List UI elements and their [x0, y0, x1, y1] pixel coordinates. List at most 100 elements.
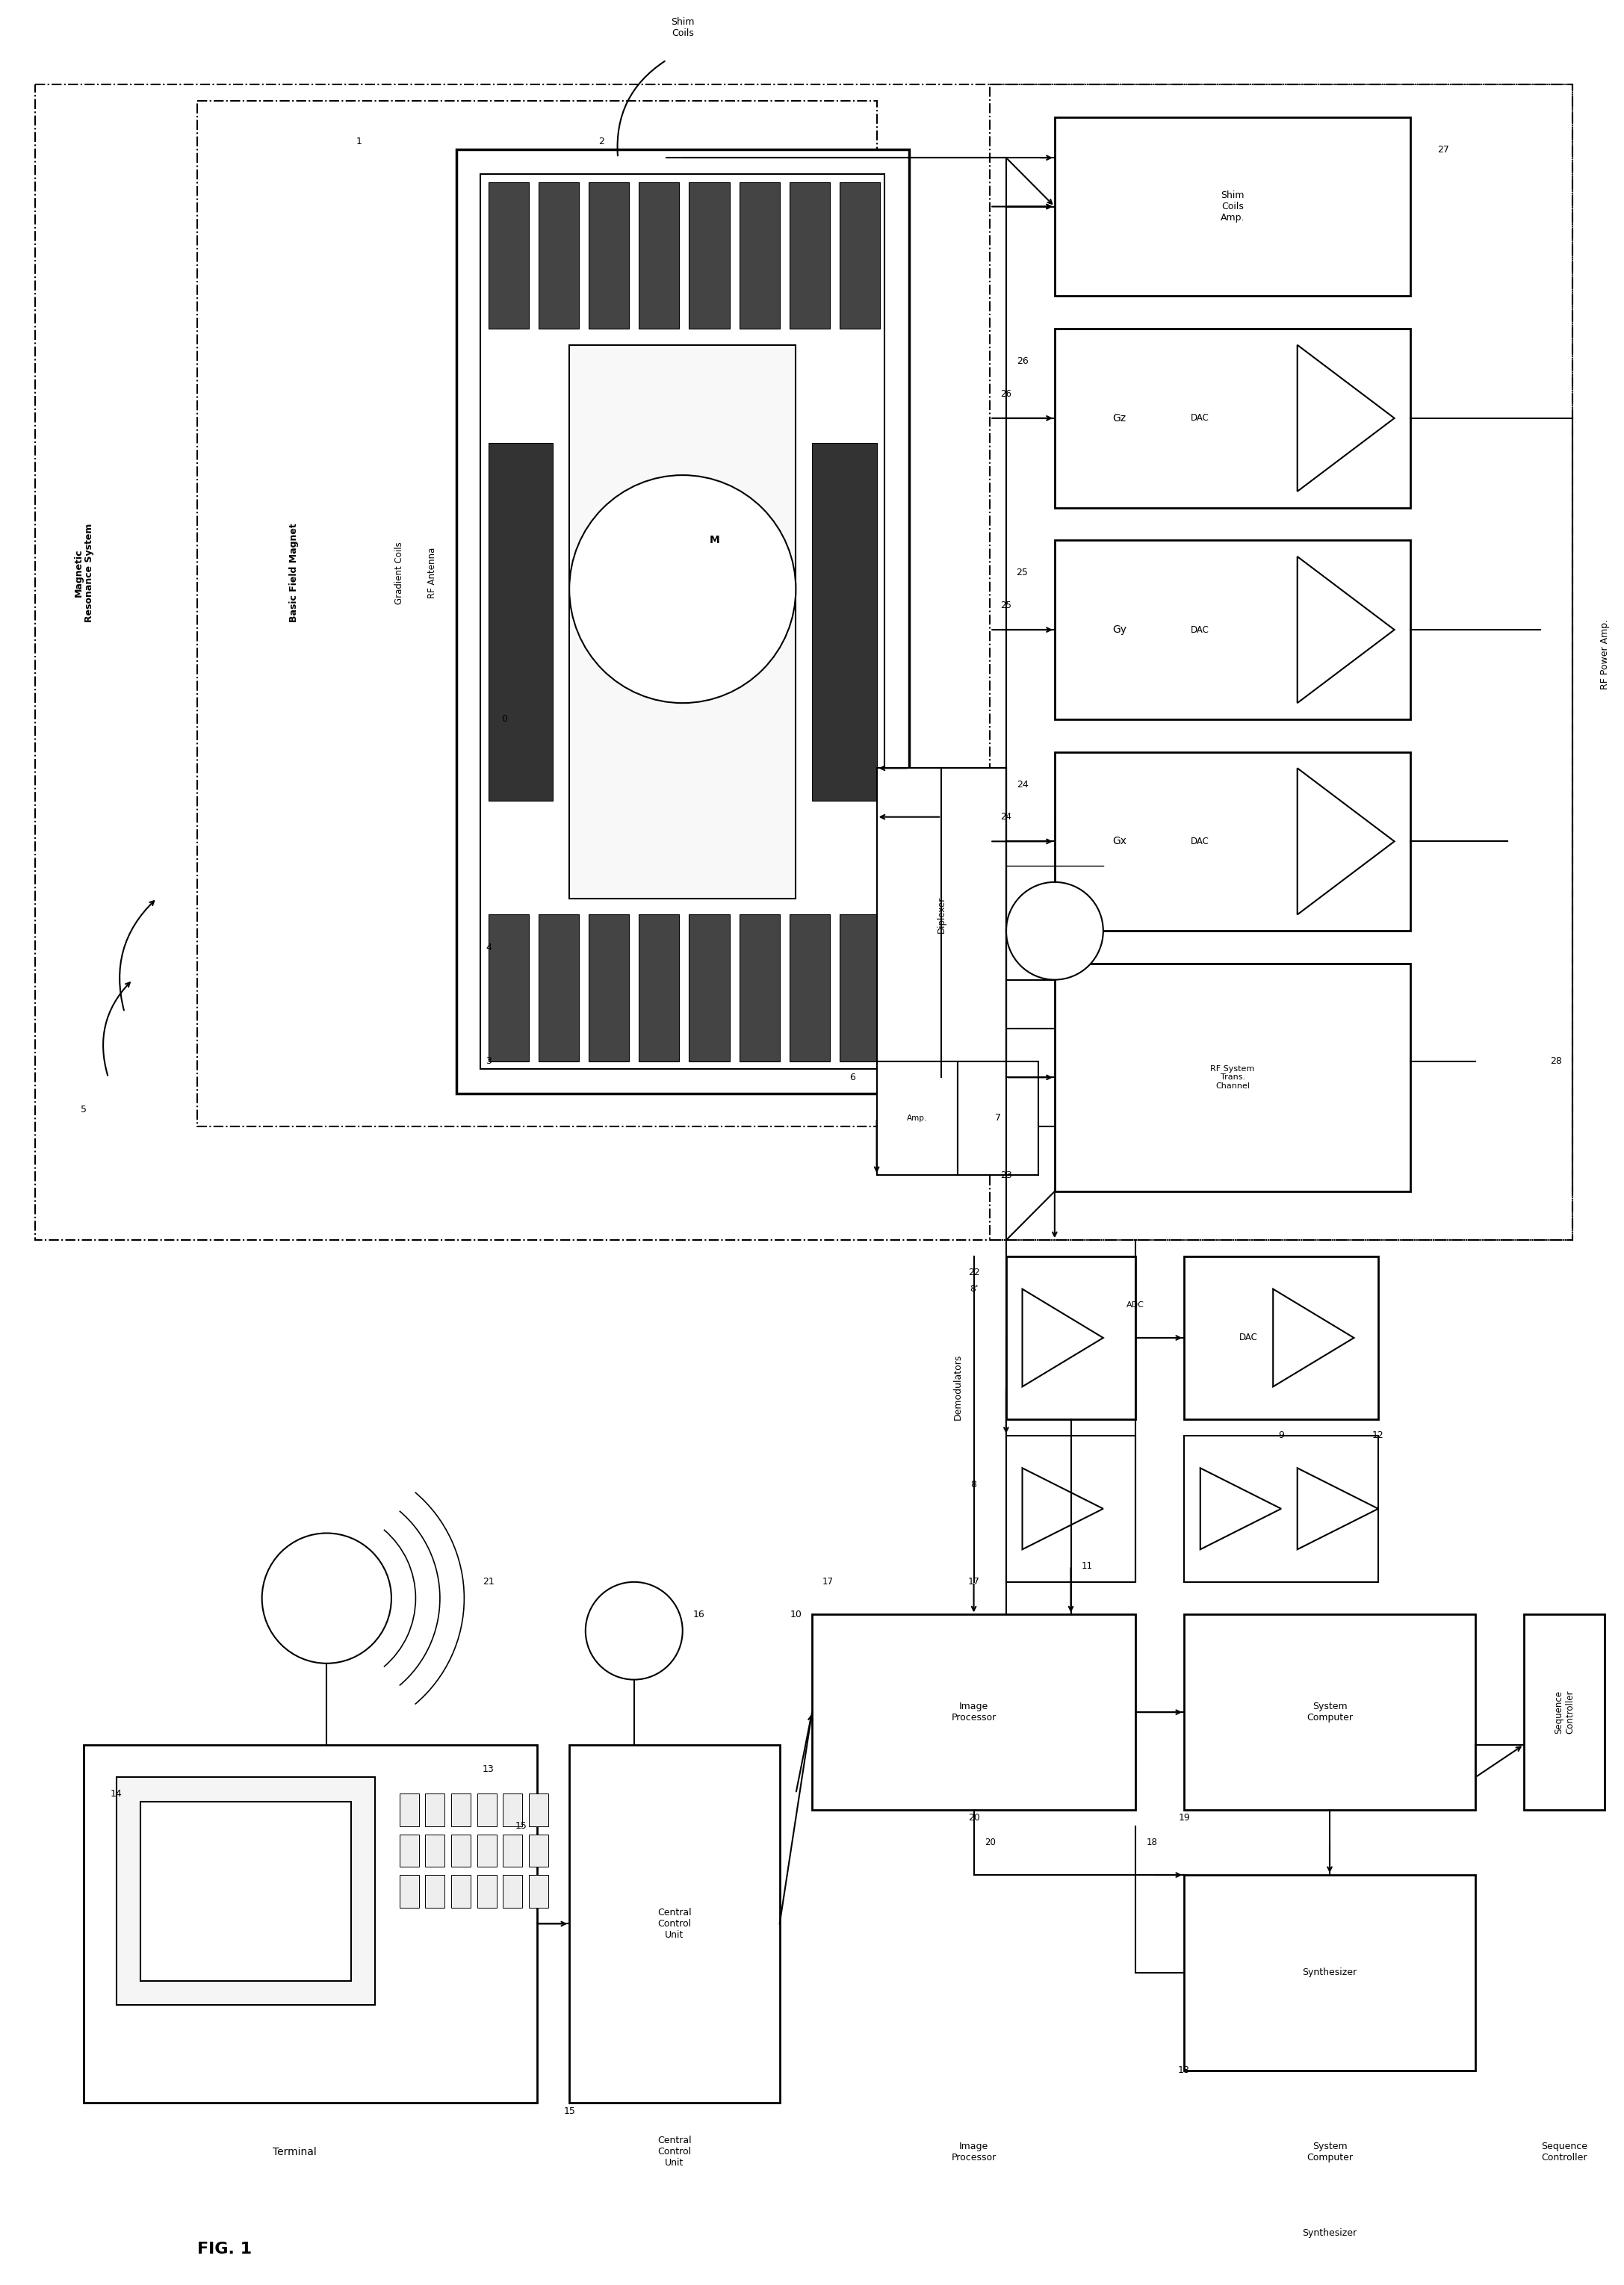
Bar [477, 1794, 497, 1826]
Circle shape [586, 1581, 682, 1679]
Text: 18: 18 [1147, 1837, 1158, 1846]
Bar [1054, 964, 1411, 1190]
Text: 21: 21 [482, 1577, 494, 1586]
Bar [570, 345, 796, 898]
Bar [1007, 1257, 1135, 1419]
Text: Gy: Gy [1112, 624, 1127, 635]
Text: Magnetic
Resonance System: Magnetic Resonance System [73, 523, 94, 622]
Bar [739, 914, 780, 1060]
Text: 24: 24 [1000, 811, 1012, 823]
Text: FIG. 1: FIG. 1 [197, 2242, 252, 2258]
Bar [991, 85, 1572, 1241]
Bar [481, 174, 885, 1069]
Circle shape [1007, 882, 1103, 980]
Bar [451, 1794, 471, 1826]
Text: 20: 20 [984, 1837, 996, 1846]
Bar [1054, 329, 1411, 507]
Text: 15: 15 [515, 1821, 526, 1830]
Text: Central
Control
Unit: Central Control Unit [658, 2136, 692, 2168]
Text: Gx: Gx [1112, 836, 1127, 848]
Bar [1184, 1257, 1379, 1419]
Text: DAC: DAC [1190, 836, 1210, 845]
Bar [840, 183, 880, 329]
Polygon shape [1023, 1289, 1103, 1387]
Text: 17: 17 [968, 1577, 979, 1586]
Text: 24: 24 [1017, 779, 1028, 788]
Text: 9: 9 [1278, 1430, 1285, 1440]
Text: 11: 11 [1082, 1561, 1093, 1570]
Text: Synthesizer: Synthesizer [1302, 1967, 1358, 1977]
Bar [812, 443, 877, 800]
Text: Sequence
Controller: Sequence Controller [1554, 1691, 1575, 1734]
Bar [503, 1876, 523, 1908]
Bar [812, 1615, 1135, 1810]
Polygon shape [1298, 558, 1395, 704]
Text: 0: 0 [502, 715, 508, 724]
Bar [909, 980, 1135, 1028]
Text: 22: 22 [968, 1268, 979, 1277]
Bar [689, 914, 729, 1060]
Text: 23: 23 [1000, 1170, 1012, 1179]
Text: System
Computer: System Computer [1307, 2141, 1353, 2162]
Text: 17: 17 [823, 1577, 833, 1586]
Text: Image
Processor: Image Processor [952, 1702, 996, 1723]
Bar [425, 1876, 445, 1908]
Text: 13: 13 [482, 1764, 494, 1773]
Bar [529, 1876, 549, 1908]
Text: 26: 26 [1017, 356, 1028, 366]
Text: DAC: DAC [1190, 414, 1210, 423]
Text: Sequence
Controller: Sequence Controller [1541, 2141, 1587, 2162]
Bar [539, 914, 580, 1060]
Bar [141, 1801, 351, 1981]
Bar [958, 1060, 1038, 1174]
Bar [877, 1060, 958, 1174]
Bar [425, 1835, 445, 1867]
Bar [590, 183, 628, 329]
Text: DAC: DAC [1239, 1332, 1259, 1344]
Text: 12: 12 [1372, 1430, 1384, 1440]
Text: 20: 20 [968, 1812, 979, 1823]
Bar [400, 1835, 419, 1867]
Bar [84, 1746, 538, 2102]
Bar [1184, 1615, 1475, 1810]
Text: Demodulators: Demodulators [953, 1353, 963, 1419]
Text: 26: 26 [1000, 388, 1012, 398]
Bar [1054, 539, 1411, 720]
Circle shape [261, 1533, 391, 1663]
Bar [529, 1835, 549, 1867]
Bar [739, 183, 780, 329]
Text: Basic Field Magnet: Basic Field Magnet [289, 523, 299, 622]
Bar [1523, 1615, 1605, 1810]
Text: Gradient Coils: Gradient Coils [395, 542, 404, 603]
Text: 8': 8' [970, 1284, 978, 1293]
Text: 25: 25 [1000, 601, 1012, 610]
Bar [425, 1794, 445, 1826]
Bar [1184, 1876, 1475, 2070]
Bar [36, 85, 1572, 1241]
Bar [503, 1794, 523, 1826]
Text: 1: 1 [356, 137, 362, 146]
Bar [638, 183, 679, 329]
Bar [1054, 752, 1411, 930]
Text: 19: 19 [1177, 1812, 1190, 1823]
Bar [570, 1746, 780, 2102]
Bar [638, 914, 679, 1060]
Text: ADC: ADC [1127, 1302, 1145, 1309]
Polygon shape [1023, 1467, 1103, 1549]
Text: 27: 27 [1437, 144, 1449, 155]
Polygon shape [1298, 345, 1395, 491]
Text: 2: 2 [599, 137, 604, 146]
Text: Shim
Coils
Amp.: Shim Coils Amp. [1221, 190, 1244, 222]
Text: Image
Processor: Image Processor [952, 2141, 996, 2162]
Text: M: M [710, 535, 719, 546]
Text: 10: 10 [789, 1609, 802, 1620]
Bar [529, 1794, 549, 1826]
Bar [789, 914, 830, 1060]
Text: Amp.: Amp. [906, 1115, 927, 1122]
Text: RF System
Trans.
Channel: RF System Trans. Channel [1210, 1065, 1255, 1090]
Bar [489, 183, 529, 329]
Text: RF Antenna: RF Antenna [427, 548, 437, 599]
Bar [942, 1079, 1103, 1127]
Bar [117, 1778, 375, 2006]
Bar [489, 914, 529, 1060]
